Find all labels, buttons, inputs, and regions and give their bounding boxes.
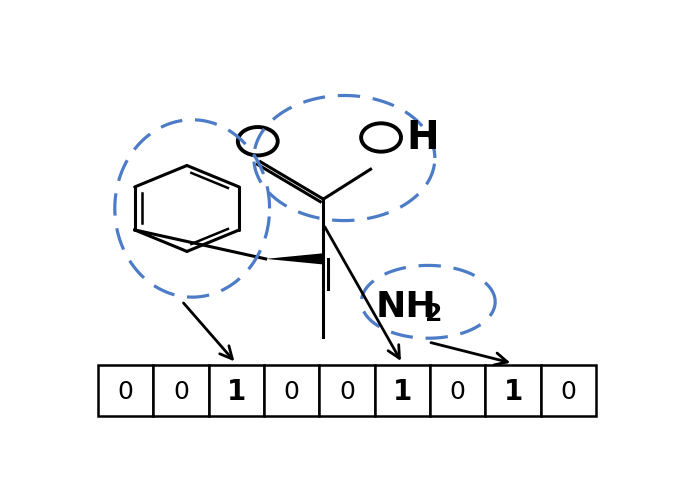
Bar bbox=[430, 365, 485, 416]
Bar bbox=[209, 365, 264, 416]
Text: 0: 0 bbox=[450, 378, 466, 403]
Text: 1: 1 bbox=[393, 377, 412, 405]
Bar bbox=[97, 365, 153, 416]
Bar bbox=[264, 365, 320, 416]
Bar bbox=[485, 365, 541, 416]
Text: 2: 2 bbox=[424, 302, 442, 325]
Bar bbox=[320, 365, 374, 416]
Text: 0: 0 bbox=[339, 378, 355, 403]
Text: 0: 0 bbox=[118, 378, 133, 403]
Text: 1: 1 bbox=[504, 377, 523, 405]
Text: H: H bbox=[406, 119, 439, 157]
Text: 1: 1 bbox=[227, 377, 246, 405]
Text: 0: 0 bbox=[561, 378, 576, 403]
Bar bbox=[541, 365, 596, 416]
Text: 0: 0 bbox=[173, 378, 189, 403]
Bar bbox=[374, 365, 430, 416]
Text: NH: NH bbox=[376, 289, 437, 323]
Text: 0: 0 bbox=[284, 378, 299, 403]
Polygon shape bbox=[265, 254, 324, 265]
Bar bbox=[153, 365, 209, 416]
